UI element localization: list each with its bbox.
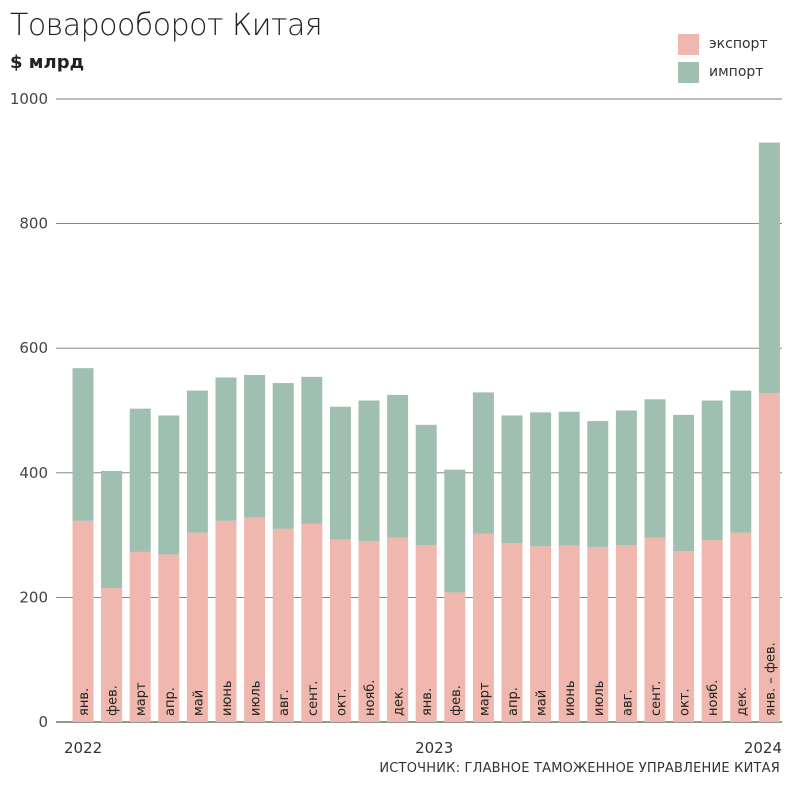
bar-import-0 [72,368,94,521]
month-label-9: окт. [334,688,349,716]
year-label-2023: 2023 [415,739,453,757]
bar-import-18 [587,421,609,547]
bar-import-23 [730,390,752,533]
bar-export-21 [673,551,695,722]
month-label-16: май [535,690,550,716]
bar-export-12 [415,545,437,722]
bar-export-10 [358,541,380,722]
month-label-12: янв. [420,688,435,716]
bar-export-20 [644,537,666,722]
bar-export-5 [215,520,237,722]
month-label-8: сент. [306,681,321,716]
bar-export-4 [186,532,208,722]
month-label-14: март [477,682,492,716]
bar-export-9 [329,539,351,722]
month-label-0: янв. [77,688,92,716]
chart-subtitle: $ млрд [10,52,85,73]
bar-import-1 [101,470,123,589]
bar-import-15 [501,415,523,544]
bar-import-10 [358,400,380,542]
bar-export-2 [129,551,151,722]
bar-export-13 [444,592,466,722]
y-tick-label-1000: 1000 [10,90,48,108]
year-label-2022: 2022 [64,739,102,757]
bar-export-24 [758,393,780,722]
legend: экспорт импорт [678,30,768,86]
bar-import-13 [444,469,466,593]
month-label-4: май [191,690,206,716]
year-label-2024: 2024 [744,739,782,757]
bar-import-16 [530,412,552,547]
bar-export-0 [72,520,94,722]
month-label-15: апр. [506,687,521,716]
y-tick-label-400: 400 [19,464,48,482]
bar-import-11 [387,394,409,538]
legend-item-export: экспорт [678,30,768,58]
bar-export-22 [701,540,723,722]
legend-item-import: импорт [678,58,768,86]
month-label-7: авг. [277,689,292,716]
month-label-2: март [134,682,149,716]
month-label-23: дек. [735,687,750,716]
legend-label-import: импорт [709,64,764,80]
legend-swatch-export [678,33,699,55]
y-tick-label-0: 0 [38,713,48,731]
bar-import-12 [415,424,437,546]
legend-swatch-import [678,61,699,83]
month-label-10: нояб. [363,680,378,716]
bar-import-7 [272,383,294,529]
month-label-1: фев. [106,685,121,716]
month-label-20: сент. [649,681,664,716]
bar-export-3 [158,554,180,722]
month-label-24: янв. – фев. [763,642,778,716]
y-tick-label-200: 200 [19,588,48,606]
bar-export-8 [301,523,323,722]
month-label-5: июнь [220,680,235,716]
bar-import-9 [329,406,351,540]
month-label-11: дек. [392,687,407,716]
chart-title: Товарооборот Китая [10,8,323,43]
bar-import-5 [215,377,237,521]
bar-export-11 [387,537,409,722]
month-label-21: окт. [678,688,693,716]
month-label-13: фев. [449,685,464,716]
bar-import-4 [186,390,208,533]
month-label-18: июль [592,681,607,716]
month-label-6: июль [249,681,264,716]
bar-export-16 [530,546,552,722]
month-label-22: нояб. [706,680,721,716]
legend-label-export: экспорт [709,36,768,52]
bar-export-18 [587,546,609,722]
month-label-3: апр. [163,687,178,716]
bar-export-19 [615,545,637,722]
y-tick-label-800: 800 [19,215,48,233]
bar-import-19 [615,410,637,546]
bar-export-1 [101,588,123,722]
bar-import-22 [701,400,723,541]
bar-export-14 [472,533,494,722]
bar-import-6 [244,374,266,518]
bar-export-6 [244,517,266,722]
bar-export-17 [558,545,580,722]
bar-import-24 [758,142,780,394]
bar-import-21 [673,414,695,552]
bar-import-14 [472,392,494,534]
source-note: ИСТОЧНИК: ГЛАВНОЕ ТАМОЖЕННОЕ УПРАВЛЕНИЕ … [379,761,780,776]
bar-export-23 [730,532,752,722]
bar-export-15 [501,543,523,722]
month-label-19: авг. [620,689,635,716]
bar-import-20 [644,399,666,538]
bar-export-7 [272,528,294,722]
month-label-17: июнь [563,680,578,716]
bar-import-3 [158,415,180,555]
bar-import-2 [129,408,151,552]
bar-import-17 [558,411,580,546]
y-tick-label-600: 600 [19,339,48,357]
bar-import-8 [301,376,323,524]
